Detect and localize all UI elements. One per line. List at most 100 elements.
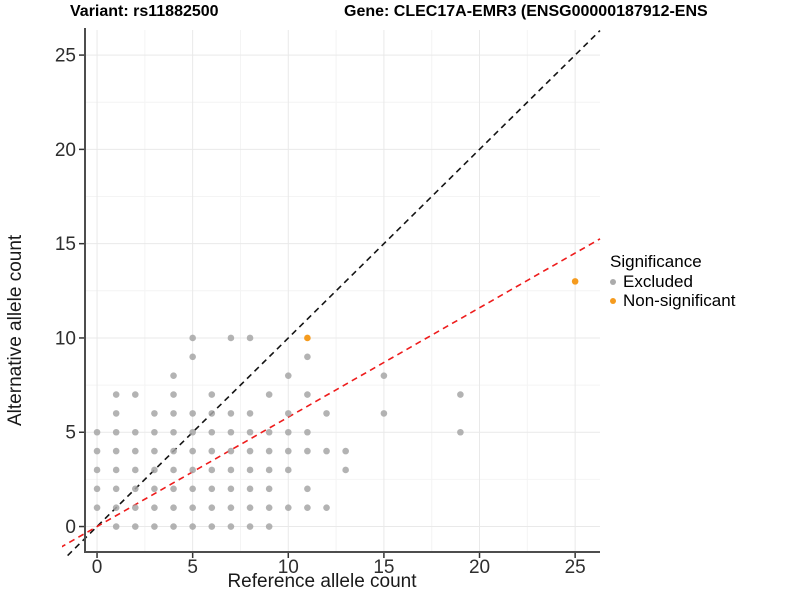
point-excluded xyxy=(112,428,120,436)
x-tick-label: 5 xyxy=(187,557,198,578)
point-excluded xyxy=(246,428,254,436)
point-excluded xyxy=(170,504,177,511)
point-excluded xyxy=(380,410,388,417)
point-excluded xyxy=(170,372,177,379)
point-excluded xyxy=(208,523,216,530)
point-excluded xyxy=(93,504,101,511)
point-excluded xyxy=(112,523,120,530)
point-excluded xyxy=(284,466,292,474)
x-tick-label: 15 xyxy=(373,557,394,578)
x-axis-title: Reference allele count xyxy=(227,571,417,592)
point-excluded xyxy=(151,428,158,436)
point-excluded xyxy=(323,410,330,417)
y-tick-label: 10 xyxy=(55,328,76,349)
point-excluded xyxy=(170,428,177,436)
point-excluded xyxy=(170,523,177,530)
point-excluded xyxy=(284,372,292,379)
variant-title: Variant: rs11882500 xyxy=(70,3,219,20)
point-excluded xyxy=(265,466,273,474)
point-excluded xyxy=(457,391,464,398)
point-excluded xyxy=(284,504,292,511)
point-excluded xyxy=(131,523,139,530)
point-excluded xyxy=(189,353,196,361)
point-excluded xyxy=(131,428,139,436)
point-excluded xyxy=(246,523,254,530)
point-excluded xyxy=(227,428,235,436)
point-excluded xyxy=(189,447,196,455)
point-excluded xyxy=(189,523,196,530)
y-tick-label: 15 xyxy=(55,234,76,255)
point-excluded xyxy=(93,428,101,436)
y-axis-title: Alternative allele count xyxy=(5,234,26,426)
point-excluded xyxy=(189,466,196,474)
point-excluded xyxy=(112,504,120,511)
point-excluded xyxy=(342,447,349,455)
point-excluded xyxy=(246,334,254,342)
point-excluded xyxy=(380,372,388,379)
point-excluded xyxy=(112,391,120,398)
point-excluded xyxy=(304,428,311,436)
point-excluded xyxy=(304,447,311,455)
point-excluded xyxy=(93,485,101,493)
point-excluded xyxy=(112,410,120,417)
point-excluded xyxy=(304,353,311,361)
point-excluded xyxy=(265,391,273,398)
point-excluded xyxy=(131,391,139,398)
point-excluded xyxy=(112,447,120,455)
point-non-significant xyxy=(304,334,311,342)
point-excluded xyxy=(227,485,235,493)
point-excluded xyxy=(131,485,139,493)
x-tick-label: 10 xyxy=(278,557,299,578)
point-excluded xyxy=(151,504,158,511)
point-excluded xyxy=(151,410,158,417)
point-excluded xyxy=(208,410,216,417)
legend-item-label: Non-significant xyxy=(623,291,736,310)
point-excluded xyxy=(112,466,120,474)
point-excluded xyxy=(342,466,349,474)
point-excluded xyxy=(284,428,292,436)
x-tick-label: 0 xyxy=(92,557,103,578)
point-excluded xyxy=(246,485,254,493)
point-excluded xyxy=(227,334,235,342)
legend-title: Significance xyxy=(610,252,702,271)
y-tick-label: 25 xyxy=(55,46,76,67)
point-excluded xyxy=(227,523,235,530)
y-tick-label: 5 xyxy=(65,423,76,444)
x-tick-label: 25 xyxy=(565,557,586,578)
point-excluded xyxy=(189,504,196,511)
allelic-ratio-line xyxy=(62,238,601,548)
point-excluded xyxy=(131,447,139,455)
point-excluded xyxy=(246,504,254,511)
gene-title: Gene: CLEC17A-EMR3 (ENSG00000187912-ENS xyxy=(344,3,708,20)
point-excluded xyxy=(227,410,235,417)
point-excluded xyxy=(265,447,273,455)
point-excluded xyxy=(208,447,216,455)
point-non-significant xyxy=(571,278,579,285)
point-excluded xyxy=(265,428,273,436)
point-excluded xyxy=(131,466,139,474)
point-excluded xyxy=(265,485,273,493)
legend-item: Excluded xyxy=(610,272,735,291)
legend-item: Non-significant xyxy=(610,291,735,310)
point-excluded xyxy=(246,447,254,455)
y-tick-label: 0 xyxy=(65,517,76,538)
legend-item-label: Excluded xyxy=(623,272,693,291)
point-excluded xyxy=(170,410,177,417)
point-excluded xyxy=(208,466,216,474)
point-excluded xyxy=(265,523,273,530)
point-excluded xyxy=(170,485,177,493)
point-excluded xyxy=(131,504,139,511)
point-excluded xyxy=(170,466,177,474)
point-excluded xyxy=(304,504,311,511)
point-excluded xyxy=(151,466,158,474)
point-excluded xyxy=(93,466,101,474)
legend-dot-icon xyxy=(610,278,616,285)
point-excluded xyxy=(189,428,196,436)
x-tick-label: 20 xyxy=(469,557,490,578)
point-excluded xyxy=(208,504,216,511)
point-excluded xyxy=(227,504,235,511)
identity-line xyxy=(64,29,601,558)
point-excluded xyxy=(208,391,216,398)
